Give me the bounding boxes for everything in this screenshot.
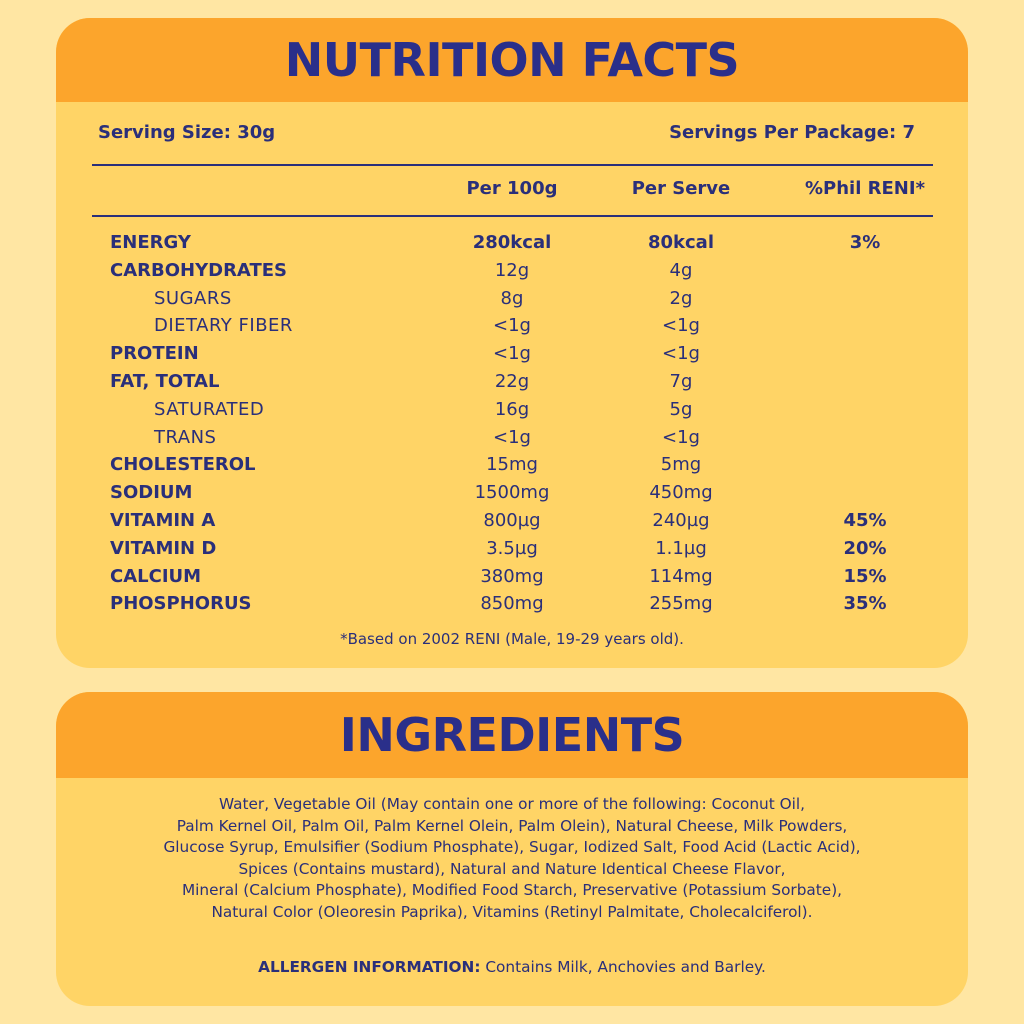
nutrient-table: ENERGY 280kcal 80kcal 3% CARBOHYDRATES 1… — [56, 232, 968, 621]
column-headers: Per 100g Per Serve %Phil RENI* — [56, 178, 968, 206]
ingredients-title: INGREDIENTS — [339, 708, 685, 762]
value-per-100g: 15mg — [486, 454, 538, 476]
nutrient-name: VITAMIN A — [110, 509, 216, 531]
value-reni: 3% — [849, 232, 881, 253]
table-row: SODIUM 1500mg 450mg — [56, 482, 968, 510]
table-row: PHOSPHORUS 850mg 255mg 35% — [56, 593, 968, 621]
value-per-serve: 2g — [669, 287, 693, 309]
nutrient-name: SODIUM — [110, 482, 193, 504]
table-row: DIETARY FIBER <1g <1g — [56, 315, 968, 343]
value-per-100g: <1g — [493, 426, 531, 448]
value-per-100g: 380mg — [480, 565, 544, 587]
value-per-100g: 12g — [494, 259, 530, 281]
value-per-100g: 3.5µg — [486, 537, 538, 559]
value-per-serve: 5g — [669, 398, 693, 420]
ingredients-list: Water, Vegetable Oil (May contain one or… — [76, 794, 948, 924]
nutrient-name: VITAMIN D — [110, 537, 217, 559]
value-per-serve: <1g — [662, 426, 700, 448]
value-reni: 20% — [843, 537, 887, 559]
allergen-text: Contains Milk, Anchovies and Barley. — [480, 958, 766, 976]
value-per-100g: 8g — [500, 287, 524, 309]
serving-size: Serving Size: 30g — [98, 122, 276, 143]
nutrient-name: ENERGY — [110, 232, 191, 253]
value-per-serve: <1g — [662, 315, 700, 337]
reni-footnote: *Based on 2002 RENI (Male, 19-29 years o… — [340, 630, 684, 648]
value-reni: 35% — [843, 593, 887, 615]
nutrient-name: CALCIUM — [110, 565, 202, 587]
nutrient-name: DIETARY FIBER — [154, 315, 293, 337]
value-per-serve: 7g — [669, 370, 693, 392]
value-per-100g: 22g — [494, 370, 530, 392]
nutrition-facts-panel: NUTRITION FACTS Serving Size: 30g Servin… — [56, 18, 968, 668]
nutrition-header: NUTRITION FACTS — [56, 18, 968, 102]
table-row: PROTEIN <1g <1g — [56, 343, 968, 371]
ingredients-header: INGREDIENTS — [56, 692, 968, 778]
nutrient-name: CHOLESTEROL — [110, 454, 256, 476]
allergen-label: ALLERGEN INFORMATION: — [258, 958, 481, 976]
table-row: ENERGY 280kcal 80kcal 3% — [56, 232, 968, 260]
value-per-serve: 5mg — [660, 454, 702, 476]
value-per-100g: 280kcal — [472, 232, 552, 253]
value-per-serve: 4g — [669, 259, 693, 281]
value-per-serve: 255mg — [649, 593, 713, 615]
value-per-100g: 850mg — [480, 593, 544, 615]
servings-per-package: Servings Per Package: 7 — [669, 122, 915, 143]
ingredients-line: Palm Kernel Oil, Palm Oil, Palm Kernel O… — [176, 816, 848, 835]
value-per-100g: <1g — [493, 315, 531, 337]
value-per-serve: <1g — [662, 343, 700, 365]
table-row: SATURATED 16g 5g — [56, 399, 968, 427]
nutrient-name: PROTEIN — [110, 343, 199, 365]
table-row: FAT, TOTAL 22g 7g — [56, 371, 968, 399]
value-per-100g: 16g — [494, 398, 530, 420]
table-row: CARBOHYDRATES 12g 4g — [56, 260, 968, 288]
ingredients-line: Glucose Syrup, Emulsifier (Sodium Phosph… — [163, 838, 861, 857]
allergen-information: ALLERGEN INFORMATION: Contains Milk, Anc… — [56, 958, 968, 976]
value-per-serve: 1.1µg — [655, 537, 707, 559]
value-reni: 45% — [843, 509, 887, 531]
ingredients-line: Water, Vegetable Oil (May contain one or… — [218, 795, 805, 813]
serving-info: Serving Size: 30g Servings Per Package: … — [98, 122, 915, 143]
value-per-serve: 80kcal — [647, 232, 714, 253]
ingredients-line: Natural Color (Oleoresin Paprika), Vitam… — [211, 902, 813, 921]
nutrient-name: FAT, TOTAL — [110, 370, 220, 392]
nutrient-name: PHOSPHORUS — [110, 593, 252, 615]
ingredients-panel: INGREDIENTS Water, Vegetable Oil (May co… — [56, 692, 968, 1006]
nutrient-name: SATURATED — [154, 398, 265, 420]
table-row: CALCIUM 380mg 114mg 15% — [56, 566, 968, 594]
divider-header — [92, 215, 933, 217]
value-per-serve: 114mg — [649, 565, 713, 587]
value-per-100g: 1500mg — [474, 482, 550, 504]
table-row: VITAMIN A 800µg 240µg 45% — [56, 510, 968, 538]
table-row: CHOLESTEROL 15mg 5mg — [56, 454, 968, 482]
value-per-100g: <1g — [493, 343, 531, 365]
value-reni: 15% — [843, 565, 887, 587]
table-row: SUGARS 8g 2g — [56, 288, 968, 316]
nutrient-name: CARBOHYDRATES — [110, 259, 287, 281]
column-header-per-serve: Per Serve — [631, 178, 731, 199]
value-per-100g: 800µg — [483, 509, 541, 531]
column-header-reni: %Phil RENI* — [805, 178, 925, 199]
divider-top — [92, 164, 933, 166]
table-row: VITAMIN D 3.5µg 1.1µg 20% — [56, 538, 968, 566]
value-per-serve: 240µg — [652, 509, 710, 531]
column-header-per-100g: Per 100g — [466, 178, 558, 199]
nutrient-name: TRANS — [154, 426, 217, 448]
ingredients-line: Mineral (Calcium Phosphate), Modified Fo… — [181, 881, 843, 900]
ingredients-line: Spices (Contains mustard), Natural and N… — [238, 859, 786, 878]
nutrition-title: NUTRITION FACTS — [284, 33, 740, 87]
nutrient-name: SUGARS — [154, 287, 232, 309]
value-per-serve: 450mg — [649, 482, 713, 504]
table-row: TRANS <1g <1g — [56, 427, 968, 455]
